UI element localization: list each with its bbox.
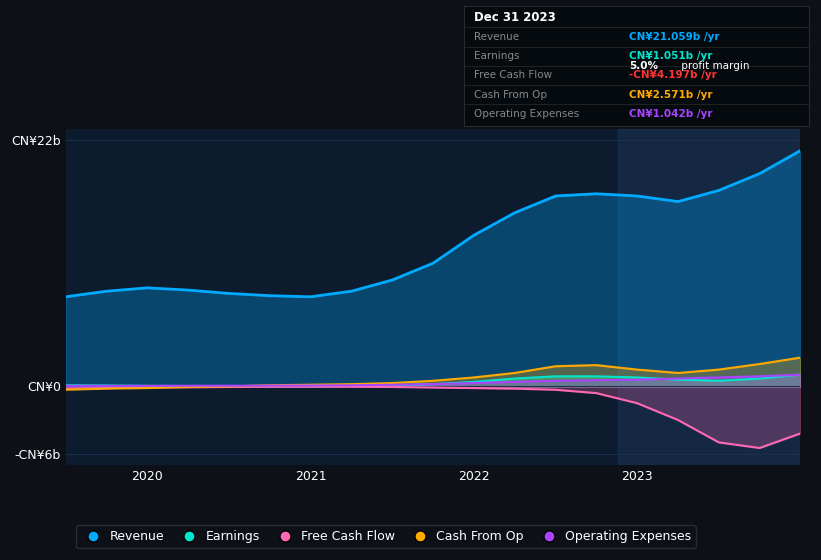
Text: Free Cash Flow: Free Cash Flow [475, 71, 553, 81]
Text: Cash From Op: Cash From Op [475, 90, 548, 100]
Text: Dec 31 2023: Dec 31 2023 [475, 11, 556, 24]
Text: Operating Expenses: Operating Expenses [475, 109, 580, 119]
Text: -CN¥4.197b /yr: -CN¥4.197b /yr [630, 71, 717, 81]
Text: Earnings: Earnings [475, 51, 520, 61]
Text: Revenue: Revenue [475, 32, 520, 42]
Text: CN¥21.059b /yr: CN¥21.059b /yr [630, 32, 720, 42]
Bar [617, 129, 800, 465]
Text: 5.0%: 5.0% [630, 61, 658, 71]
Text: profit margin: profit margin [677, 61, 749, 71]
Legend: Revenue, Earnings, Free Cash Flow, Cash From Op, Operating Expenses: Revenue, Earnings, Free Cash Flow, Cash … [76, 525, 696, 548]
Text: CN¥2.571b /yr: CN¥2.571b /yr [630, 90, 713, 100]
Text: CN¥1.051b /yr: CN¥1.051b /yr [630, 51, 713, 61]
Text: CN¥1.042b /yr: CN¥1.042b /yr [630, 109, 713, 119]
